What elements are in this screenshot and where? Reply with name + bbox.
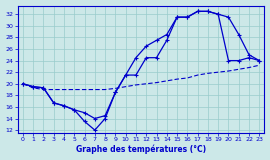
X-axis label: Graphe des températures (°C): Graphe des températures (°C): [76, 145, 206, 154]
